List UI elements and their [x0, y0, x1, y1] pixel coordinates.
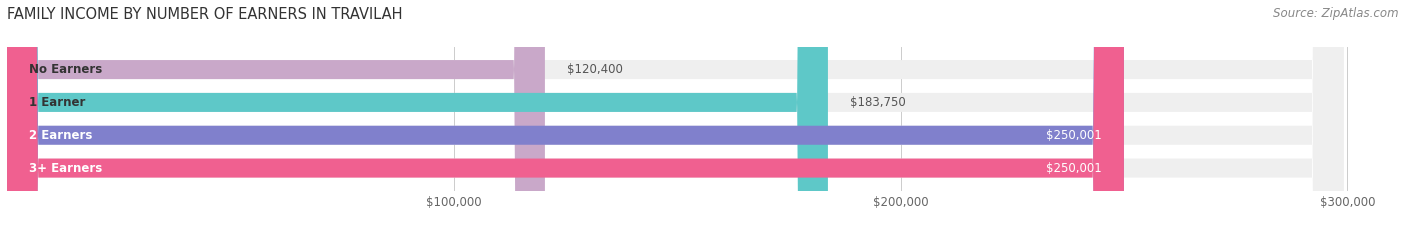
FancyBboxPatch shape — [7, 0, 1123, 233]
Text: 1 Earner: 1 Earner — [30, 96, 86, 109]
FancyBboxPatch shape — [7, 0, 1344, 233]
FancyBboxPatch shape — [7, 0, 1344, 233]
Text: $120,400: $120,400 — [567, 63, 623, 76]
FancyBboxPatch shape — [7, 0, 828, 233]
Text: $250,001: $250,001 — [1046, 161, 1101, 175]
FancyBboxPatch shape — [7, 0, 1344, 233]
FancyBboxPatch shape — [7, 0, 546, 233]
Text: $183,750: $183,750 — [851, 96, 905, 109]
Text: 3+ Earners: 3+ Earners — [30, 161, 103, 175]
Text: $250,001: $250,001 — [1046, 129, 1101, 142]
Text: Source: ZipAtlas.com: Source: ZipAtlas.com — [1274, 7, 1399, 20]
FancyBboxPatch shape — [7, 0, 1344, 233]
Text: 2 Earners: 2 Earners — [30, 129, 93, 142]
Text: FAMILY INCOME BY NUMBER OF EARNERS IN TRAVILAH: FAMILY INCOME BY NUMBER OF EARNERS IN TR… — [7, 7, 402, 22]
Text: No Earners: No Earners — [30, 63, 103, 76]
FancyBboxPatch shape — [7, 0, 1123, 233]
